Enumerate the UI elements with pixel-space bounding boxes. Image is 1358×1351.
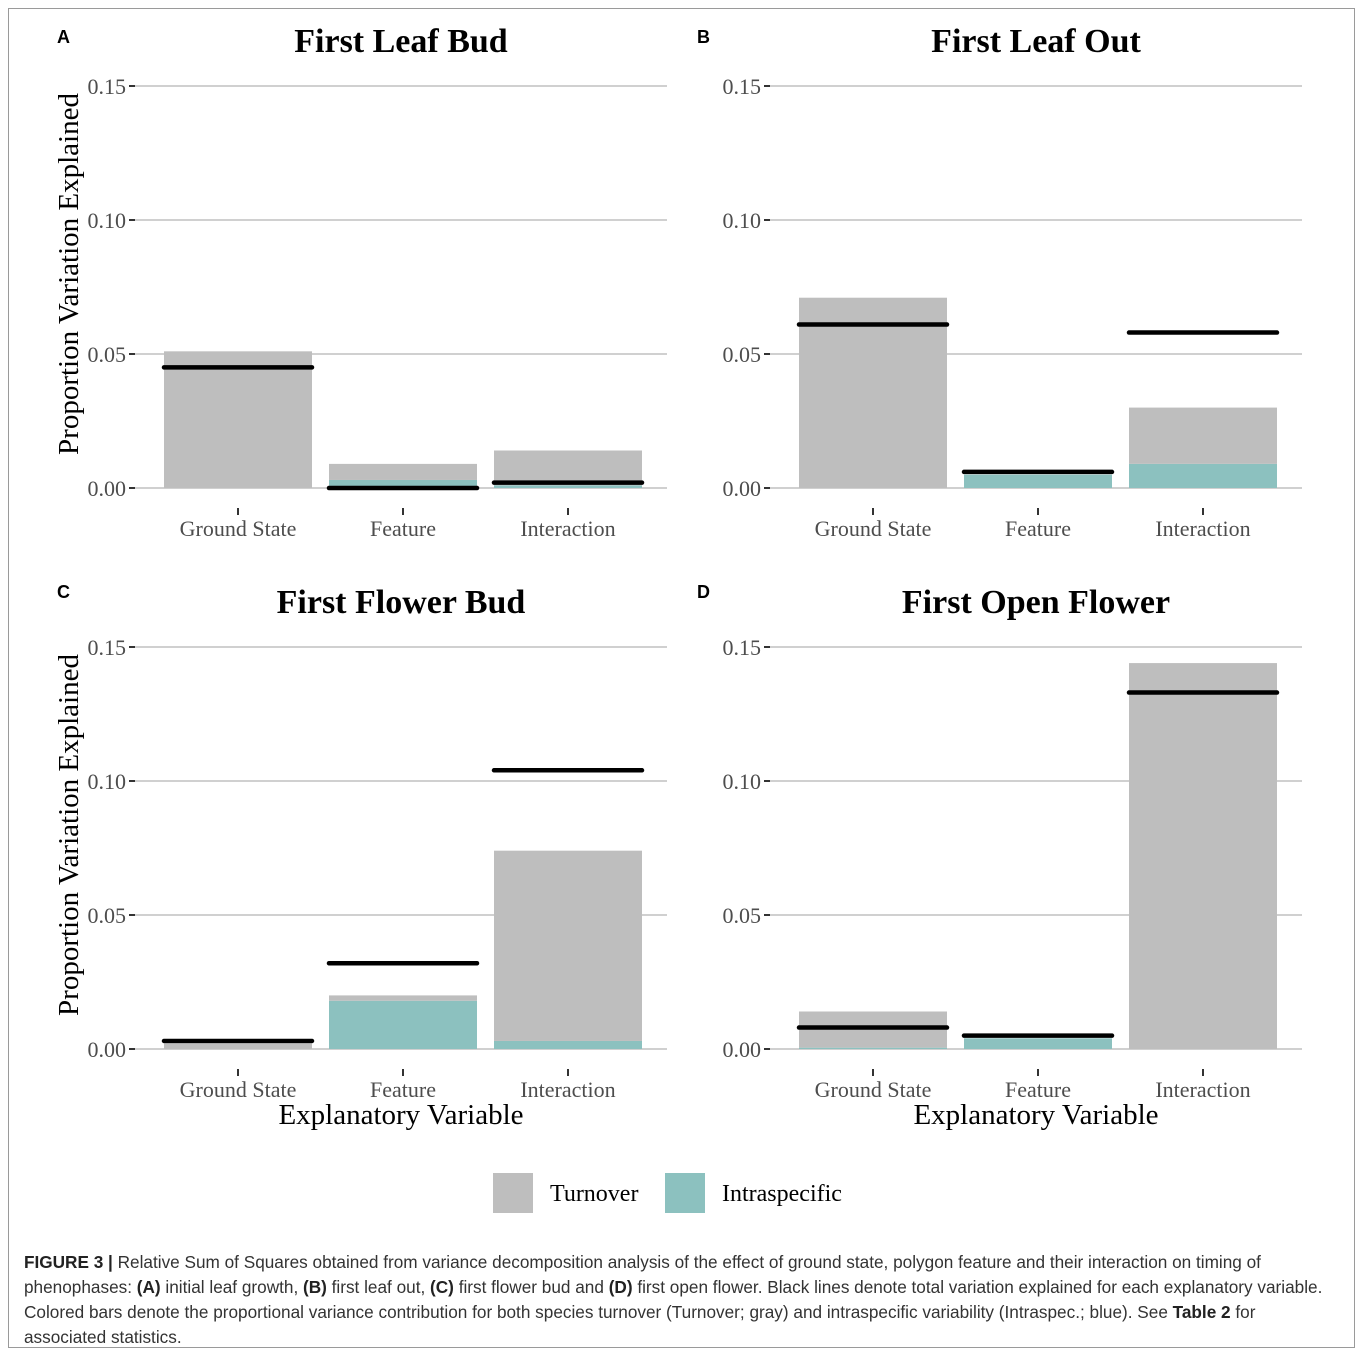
y-tick-label: 0.00 bbox=[88, 476, 127, 501]
y-axis-label: Proportion Variation Explained bbox=[53, 93, 85, 455]
y-tick-label: 0.00 bbox=[88, 1037, 127, 1062]
x-tick-label: Ground State bbox=[815, 516, 932, 541]
figure-caption: FIGURE 3 | Relative Sum of Squares obtai… bbox=[24, 1250, 1342, 1350]
legend-swatch-turnover bbox=[493, 1173, 533, 1213]
y-tick-label: 0.05 bbox=[88, 342, 127, 367]
caption-panel-d: (D) bbox=[608, 1277, 633, 1297]
y-tick-label: 0.05 bbox=[723, 903, 762, 928]
y-tick-label: 0.15 bbox=[88, 635, 127, 660]
x-tick-label: Interaction bbox=[520, 1077, 615, 1102]
x-tick-label: Interaction bbox=[520, 516, 615, 541]
y-tick-label: 0.15 bbox=[723, 74, 762, 99]
y-tick-label: 0.05 bbox=[723, 342, 762, 367]
x-tick-label: Ground State bbox=[815, 1077, 932, 1102]
caption-text-1: Relative Sum of Squares obtained from va… bbox=[24, 1252, 1261, 1297]
bar-turnover bbox=[164, 1043, 312, 1049]
caption-text-3: first leaf out, bbox=[326, 1277, 431, 1297]
x-tick-label: Feature bbox=[1005, 516, 1071, 541]
bar-intraspecific bbox=[964, 474, 1112, 488]
y-tick-label: 0.10 bbox=[723, 208, 762, 233]
bar-turnover bbox=[1129, 663, 1277, 1049]
bar-turnover bbox=[329, 463, 477, 480]
y-tick-label: 0.10 bbox=[88, 208, 127, 233]
bar-turnover bbox=[799, 297, 947, 488]
y-tick-label: 0.15 bbox=[723, 635, 762, 660]
caption-panel-a: (A) bbox=[136, 1277, 161, 1297]
x-tick-label: Interaction bbox=[1155, 1077, 1250, 1102]
caption-text-5: first open flower. Black lines denote to… bbox=[24, 1277, 1323, 1322]
y-tick-label: 0.05 bbox=[88, 903, 127, 928]
bar-turnover bbox=[329, 995, 477, 1001]
caption-panel-c: (C) bbox=[430, 1277, 454, 1297]
legend-label-intraspecific: Intraspecific bbox=[722, 1181, 842, 1207]
bar-turnover bbox=[494, 850, 642, 1041]
x-tick-label: Feature bbox=[1005, 1077, 1071, 1102]
y-tick-label: 0.10 bbox=[88, 769, 127, 794]
panel-d: D First Open Flower 0.00 0.05 0.10 0.15 Ground… bbox=[697, 582, 1302, 1131]
legend: Turnover Intraspecific bbox=[493, 1173, 842, 1213]
panel-c: C First Flower Bud 0.00 0.05 0.10 0.15 Ground … bbox=[53, 582, 667, 1131]
panel-a: A First Leaf Bud 0.00 0.05 0.10 0.15 Ground St… bbox=[53, 23, 667, 541]
panel-label: B bbox=[697, 27, 710, 47]
bar-intraspecific bbox=[494, 485, 642, 488]
bar-intraspecific bbox=[1129, 463, 1277, 488]
y-axis-label: Proportion Variation Explained bbox=[53, 654, 85, 1016]
caption-table-ref: Table 2 bbox=[1172, 1302, 1231, 1322]
legend-label-turnover: Turnover bbox=[550, 1181, 638, 1207]
caption-text-6: for associated statistics. bbox=[24, 1302, 1256, 1347]
bar-intraspecific bbox=[494, 1040, 642, 1049]
bar-turnover bbox=[1129, 407, 1277, 464]
panel-label: A bbox=[57, 27, 70, 47]
y-tick-label: 0.10 bbox=[723, 769, 762, 794]
y-tick-label: 0.00 bbox=[723, 1037, 762, 1062]
figure-frame bbox=[8, 8, 1355, 1348]
figure-canvas: A First Leaf Bud 0.00 0.05 0.10 0.15 Ground St… bbox=[53, 23, 1302, 1213]
bar-intraspecific bbox=[964, 1038, 1112, 1049]
y-tick-label: 0.15 bbox=[88, 74, 127, 99]
chart-title: First Leaf Out bbox=[931, 23, 1141, 60]
bar-intraspecific bbox=[329, 1000, 477, 1049]
legend-swatch-intraspecific bbox=[665, 1173, 705, 1213]
panel-label: C bbox=[57, 582, 70, 602]
bar-intraspecific bbox=[799, 1047, 947, 1049]
y-tick-label: 0.00 bbox=[723, 476, 762, 501]
panel-b: B First Leaf Out 0.00 0.05 0.10 0.15 Ground St… bbox=[697, 23, 1302, 541]
caption-panel-b: (B) bbox=[303, 1277, 327, 1297]
caption-text-2: initial leaf growth, bbox=[160, 1277, 303, 1297]
bar-turnover bbox=[494, 450, 642, 486]
panel-label: D bbox=[697, 582, 710, 602]
x-axis-label: Explanatory Variable bbox=[913, 1099, 1158, 1131]
bar-turnover bbox=[164, 351, 312, 488]
x-tick-label: Interaction bbox=[1155, 516, 1250, 541]
chart-title: First Leaf Bud bbox=[294, 23, 508, 60]
x-tick-label: Feature bbox=[370, 1077, 436, 1102]
bar-intraspecific bbox=[329, 479, 477, 488]
caption-text-4: first flower bud and bbox=[453, 1277, 609, 1297]
x-tick-label: Ground State bbox=[180, 1077, 297, 1102]
x-axis-label: Explanatory Variable bbox=[278, 1099, 523, 1131]
x-tick-label: Feature bbox=[370, 516, 436, 541]
chart-title: First Flower Bud bbox=[277, 584, 526, 621]
x-tick-label: Ground State bbox=[180, 516, 297, 541]
caption-label: FIGURE 3 | bbox=[24, 1252, 113, 1272]
chart-title: First Open Flower bbox=[902, 584, 1170, 621]
